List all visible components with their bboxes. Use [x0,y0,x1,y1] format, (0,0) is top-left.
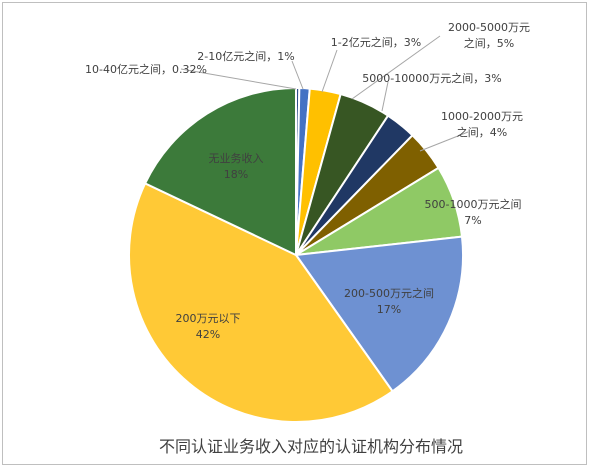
leader-line-5 [419,131,469,152]
slice-label-6: 500-1000万元之间 7% [425,197,522,227]
slice-label-2: 1-2亿元之间，3% [331,35,421,49]
slice-label-line: 无业务收入 [209,151,264,165]
slice-label-line: 200-500万元之间 [344,286,434,300]
slice-label-line: 42% [196,328,220,341]
slice-label-line: 10-40亿元之间，0.32% [85,62,207,76]
slice-label-line: 200万元以下 [176,312,241,325]
slice-label-line: 500-1000万元之间 [425,197,522,211]
slice-label-4: 5000-10000万元之间，3% [362,71,501,85]
slice-label-line: 2-10亿元之间，1% [197,49,294,63]
slice-label-line: 2000-5000万元 [448,21,530,34]
slice-label-3: 2000-5000万元之间，5% [448,21,530,50]
slice-label-1: 2-10亿元之间，1% [197,49,294,63]
slice-label-0: 10-40亿元之间，0.32% [85,62,207,76]
leader-line-1 [291,60,304,90]
slice-label-9: 无业务收入 18% [209,151,264,181]
leader-lines [180,35,469,152]
pie-slices [127,86,464,423]
pie-slice-9 [143,86,297,257]
leader-line-2 [321,49,338,93]
slice-label-line: 7% [464,214,481,227]
slice-label-line: 17% [377,303,401,316]
slice-label-5: 1000-2000万元之间，4% [441,110,523,139]
pie-slice-7 [294,235,464,393]
slice-label-line: 1000-2000万元 [441,110,523,123]
slice-label-line: 18% [224,168,248,181]
leader-line-4 [381,81,389,112]
leader-line-3 [351,35,441,100]
pie-slice-8 [127,182,394,423]
slice-label-8: 200万元以下 42% [176,312,241,341]
slice-label-line: 之间，4% [457,125,507,139]
slice-label-line: 5000-10000万元之间，3% [362,71,501,85]
slice-label-line: 之间，5% [464,36,514,50]
slice-label-7: 200-500万元之间 17% [344,286,434,316]
chart-title: 不同认证业务收入对应的认证机构分布情况 [159,437,463,456]
leader-line-0 [180,68,297,90]
slice-labels: 10-40亿元之间，0.32%2-10亿元之间，1% 1-2亿元之间，3% 2000… [85,21,530,341]
slice-label-line: 1-2亿元之间，3% [331,35,421,49]
